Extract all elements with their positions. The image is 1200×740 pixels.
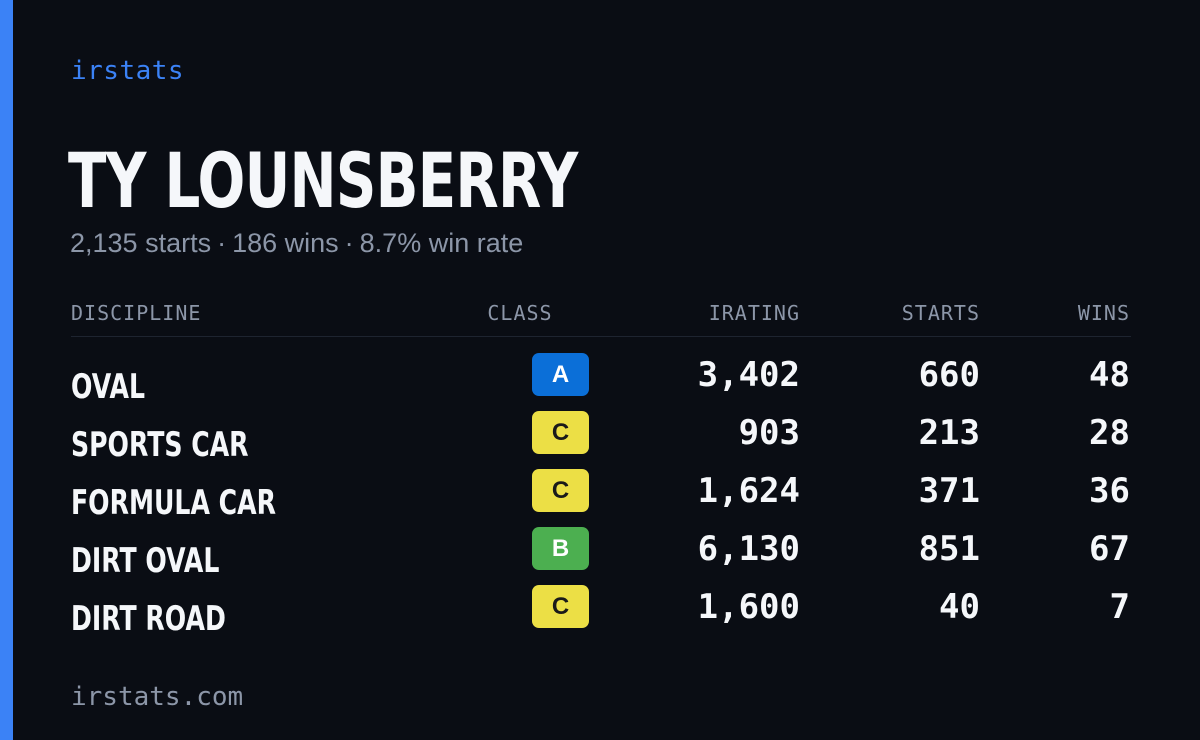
class-badge: C xyxy=(532,585,589,628)
class-badge: A xyxy=(532,353,589,396)
irating-value: 903 xyxy=(738,413,800,453)
starts-value: 40 xyxy=(939,587,980,627)
discipline-name: DIRT OVAL xyxy=(71,541,220,581)
class-badge: C xyxy=(532,411,589,454)
accent-bar xyxy=(0,0,13,740)
wins-value: 67 xyxy=(1089,529,1130,569)
wins-value: 36 xyxy=(1089,471,1130,511)
player-summary: 2,135 starts · 186 wins · 8.7% win rate xyxy=(70,228,523,259)
class-badge: C xyxy=(532,469,589,512)
header-wins: WINS xyxy=(1077,301,1130,325)
table-row: DIRT OVAL B 6,130 851 67 xyxy=(71,527,1131,585)
wins-value: 48 xyxy=(1089,355,1130,395)
class-badge: B xyxy=(532,527,589,570)
table-row: OVAL A 3,402 660 48 xyxy=(71,353,1131,411)
table-row: FORMULA CAR C 1,624 371 36 xyxy=(71,469,1131,527)
wins-value: 28 xyxy=(1089,413,1130,453)
table-row: DIRT ROAD C 1,600 40 7 xyxy=(71,585,1131,643)
discipline-name: OVAL xyxy=(71,367,145,407)
header-discipline: DISCIPLINE xyxy=(71,301,202,325)
discipline-name: FORMULA CAR xyxy=(71,483,276,523)
irating-value: 1,600 xyxy=(697,587,800,627)
starts-value: 371 xyxy=(918,471,980,511)
starts-value: 851 xyxy=(918,529,980,569)
summary-starts: 2,135 starts xyxy=(70,228,212,258)
starts-value: 213 xyxy=(918,413,980,453)
table-header: DISCIPLINE CLASS IRATING STARTS WINS xyxy=(71,298,1131,337)
wins-value: 7 xyxy=(1109,587,1130,627)
player-name: TY LOUNSBERRY xyxy=(68,136,578,225)
table-body: OVAL A 3,402 660 48 SPORTS CAR C 903 213 28 FORMUL… xyxy=(71,353,1131,643)
summary-wins: 186 wins xyxy=(232,228,339,258)
irating-value: 6,130 xyxy=(697,529,800,569)
brand-logo-text: irstats xyxy=(71,56,185,86)
header-irating: IRATING xyxy=(708,301,800,325)
header-class: CLASS xyxy=(487,301,553,325)
summary-separator: · xyxy=(344,228,354,258)
discipline-stats-table: DISCIPLINE CLASS IRATING STARTS WINS OVA… xyxy=(71,298,1131,643)
header-starts: STARTS xyxy=(901,301,980,325)
summary-win-rate: 8.7% win rate xyxy=(359,228,524,258)
footer-url: irstats.com xyxy=(71,682,244,712)
discipline-name: SPORTS CAR xyxy=(71,425,249,465)
starts-value: 660 xyxy=(918,355,980,395)
irating-value: 1,624 xyxy=(697,471,800,511)
irating-value: 3,402 xyxy=(697,355,800,395)
table-row: SPORTS CAR C 903 213 28 xyxy=(71,411,1131,469)
discipline-name: DIRT ROAD xyxy=(71,599,226,639)
summary-separator: · xyxy=(217,228,227,258)
